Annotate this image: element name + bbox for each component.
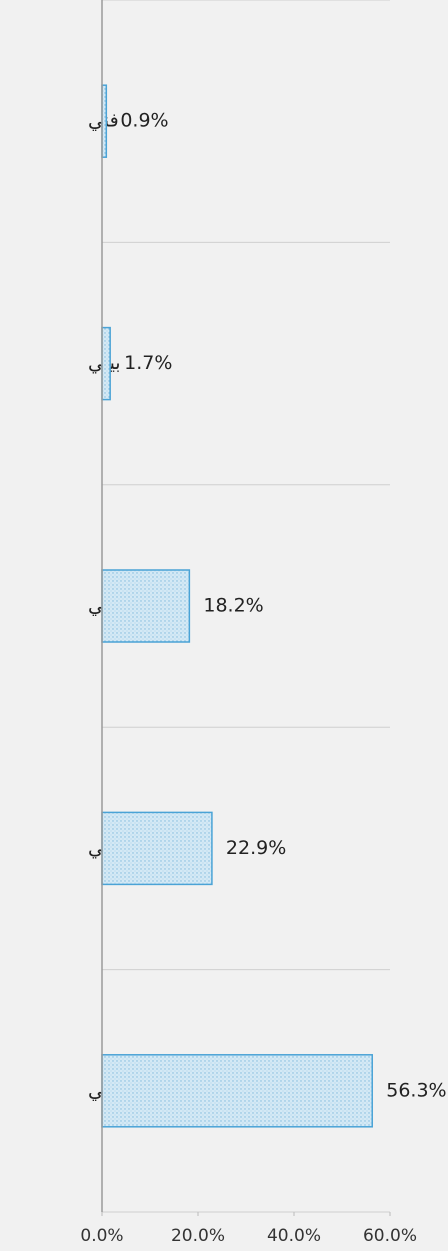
x-tick-label: 60.0% bbox=[363, 1226, 417, 1246]
x-tick-label: 20.0% bbox=[171, 1226, 225, 1246]
value-label: 1.7% bbox=[124, 352, 172, 374]
bar bbox=[101, 569, 191, 643]
value-label: 22.9% bbox=[226, 837, 286, 859]
x-tick-label: 40.0% bbox=[267, 1226, 321, 1246]
bar bbox=[101, 811, 213, 886]
value-label: 18.2% bbox=[203, 595, 263, 617]
bar bbox=[101, 1054, 373, 1128]
value-label: 0.9% bbox=[120, 110, 168, 132]
bar bbox=[101, 326, 111, 401]
value-label: 56.3% bbox=[386, 1079, 446, 1101]
x-tick-label: 0.0% bbox=[80, 1226, 123, 1246]
